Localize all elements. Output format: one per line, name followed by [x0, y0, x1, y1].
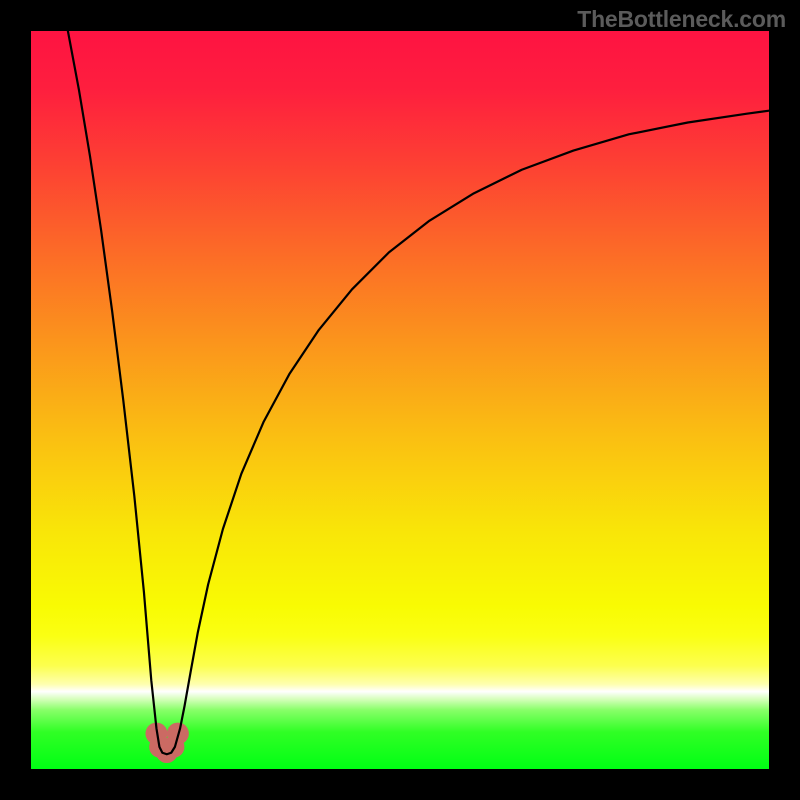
chart-background — [31, 31, 769, 769]
chart-frame: TheBottleneck.com — [0, 0, 800, 800]
chart-svg — [31, 31, 769, 769]
plot-area — [31, 31, 769, 769]
watermark-text: TheBottleneck.com — [577, 6, 786, 33]
